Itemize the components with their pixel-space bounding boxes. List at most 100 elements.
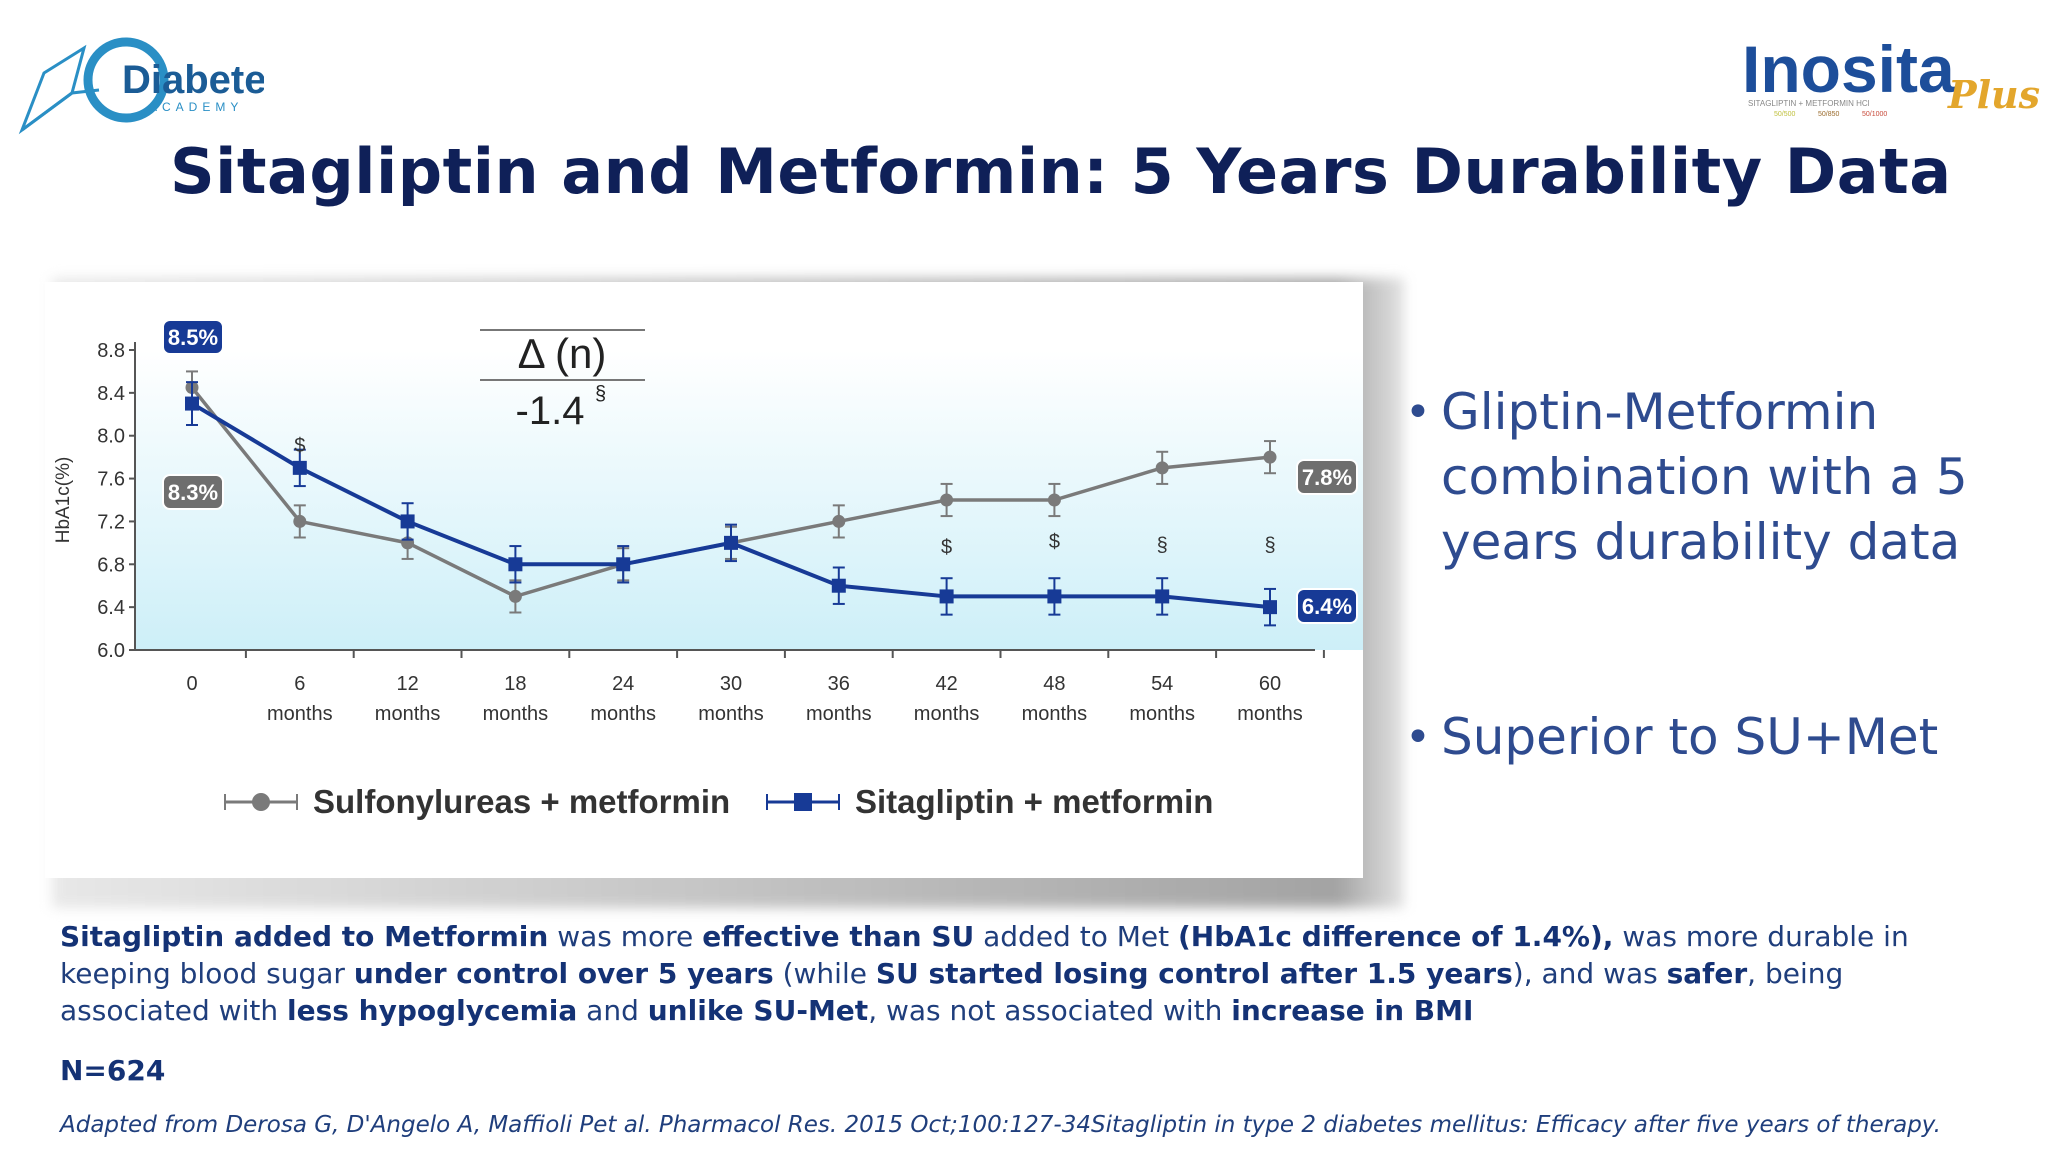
legend-marker [252,793,270,811]
y-tick-label: 8.4 [97,383,125,405]
x-tick-label: 48 [1043,673,1065,695]
data-point [1047,493,1061,507]
bullet-text: Superior to SU+Met [1441,708,1939,766]
logo-right-tagline: SITAGLIPTIN + METFORMIN HCl [1748,99,1870,108]
summary-seg: , was not associated with [868,994,1232,1027]
paper-plane-icon [18,44,87,135]
x-tick-label-unit: months [698,703,764,725]
summary-seg: unlike SU-Met [647,994,869,1027]
x-tick-label: 54 [1151,673,1173,695]
summary-seg: (HbA1c difference of 1.4%), [1178,920,1614,953]
y-tick-label: 8.8 [97,340,125,362]
summary-seg: and [577,994,648,1027]
y-tick-label: 6.0 [97,640,125,662]
y-tick-label: 6.4 [97,597,125,619]
data-point [292,460,307,475]
annotation-layer: $ $ $ § § 8.5% 8.3% 7.8% 6.4% Δ (n) -1.4 § [162,319,1358,624]
x-tick-label-unit: months [1022,703,1088,725]
x-tick-label-unit: months [483,703,549,725]
x-tick-label-unit: months [806,703,872,725]
chart-legend: Sulfonylureas + metformin Sitagliptin + m… [224,783,1213,820]
data-point [185,396,199,411]
significance-marker: § [1157,534,1168,556]
value-badge: 8.3% [168,480,218,505]
sample-size: N=624 [60,1054,166,1087]
bullet-dot-icon: • [1405,712,1431,763]
logo-right-dose-3: 50/1000 [1862,111,1887,118]
summary-paragraph: Sitagliptin added to Metformin was more … [60,918,1990,1029]
data-point [508,589,522,603]
value-badge: 6.4% [1302,594,1352,619]
y-tick-label: 8.0 [97,426,125,448]
x-tick-label: 36 [828,673,850,695]
value-badge-bg [1296,459,1358,495]
x-tick-label: 60 [1259,673,1281,695]
delta-value: -1.4 [516,389,585,433]
summary-seg: was more durable in keeping blood sugar [60,920,1909,990]
delta-header: Δ (n) [518,330,607,377]
x-tick-label-unit: months [375,703,441,725]
diabetes-academy-logo: Diabetes ACADEMY [18,37,264,135]
data-point [293,514,307,528]
delta-sup: § [595,383,606,405]
bullet-item: • Superior to SU+Met [1405,705,2025,770]
value-badge-bg [1296,588,1358,624]
significance-marker: § [1264,534,1275,556]
summary-seg: under control over 5 years [353,957,774,990]
summary-seg: Sitagliptin added to Metformin [60,920,549,953]
data-point [400,514,415,529]
bullet-text: Gliptin-Metformin combination with a 5 y… [1441,383,1968,571]
value-badge-bg [162,319,224,355]
bullet-item: • Gliptin-Metformin combination with a 5 … [1405,380,2025,575]
value-badge: 7.8% [1302,465,1352,490]
data-point [724,535,738,550]
inosita-plus-logo: Inosita Plus SITAGLIPTIN + METFORMIN HCl… [1742,32,2040,118]
data-point [1155,589,1170,604]
summary-seg: less hypoglycemia [286,994,578,1027]
x-tick-label: 24 [612,673,634,695]
data-point [940,493,954,507]
logo-right-dose-1: 50/500 [1774,111,1796,118]
summary-seg: ), and was [1512,957,1667,990]
x-tick-label: 30 [720,673,742,695]
significance-marker: $ [941,537,952,559]
y-tick-label: 7.6 [97,469,125,491]
value-badge: 8.5% [168,325,218,350]
data-point [1263,600,1277,615]
x-tick-label: 12 [396,673,418,695]
y-tick-label: 6.8 [97,554,125,576]
summary-seg: , being associated with [60,957,1844,1027]
plot-area [135,350,1363,650]
x-tick-label: 6 [294,673,305,695]
x-tick-label-unit: months [914,703,980,725]
summary-seg: increase in BMI [1231,994,1474,1027]
x-tick-label: 0 [186,673,197,695]
legend-marker [794,793,812,811]
data-point [508,557,523,572]
summary-seg: SU started losing control after 1.5 year… [875,957,1513,990]
hba1c-line-chart: 6.0 6.4 6.8 7.2 7.6 8.0 8.4 8.8 HbA1c(%) 0 6 months… [53,319,1363,820]
summary-seg: safer [1666,957,1748,990]
plot-background [135,350,1363,650]
x-tick-label-unit: months [590,703,656,725]
significance-marker: $ [294,435,305,457]
summary-seg: effective than SU [702,920,975,953]
value-badge-bg [162,474,224,510]
data-point [831,578,846,593]
series-sitagliptin [185,381,1277,627]
logo-right-name: Inosita [1742,32,1956,106]
page-title: Sitagliptin and Metformin: 5 Years Durab… [170,135,1952,208]
data-point [1155,461,1169,475]
summary-seg: added to Met [974,920,1178,953]
x-tick-label-unit: months [267,703,333,725]
data-point [616,557,631,572]
legend-label: Sitagliptin + metformin [855,783,1213,820]
y-axis-label: HbA1c(%) [53,457,74,544]
bullet-dot-icon: • [1405,387,1431,438]
logo-right-script: Plus [1947,72,2040,117]
data-point [939,589,954,604]
data-point [1263,450,1277,464]
x-tick-label-unit: months [1129,703,1195,725]
x-tick-label: 42 [935,673,957,695]
y-tick-label: 7.2 [97,511,125,533]
